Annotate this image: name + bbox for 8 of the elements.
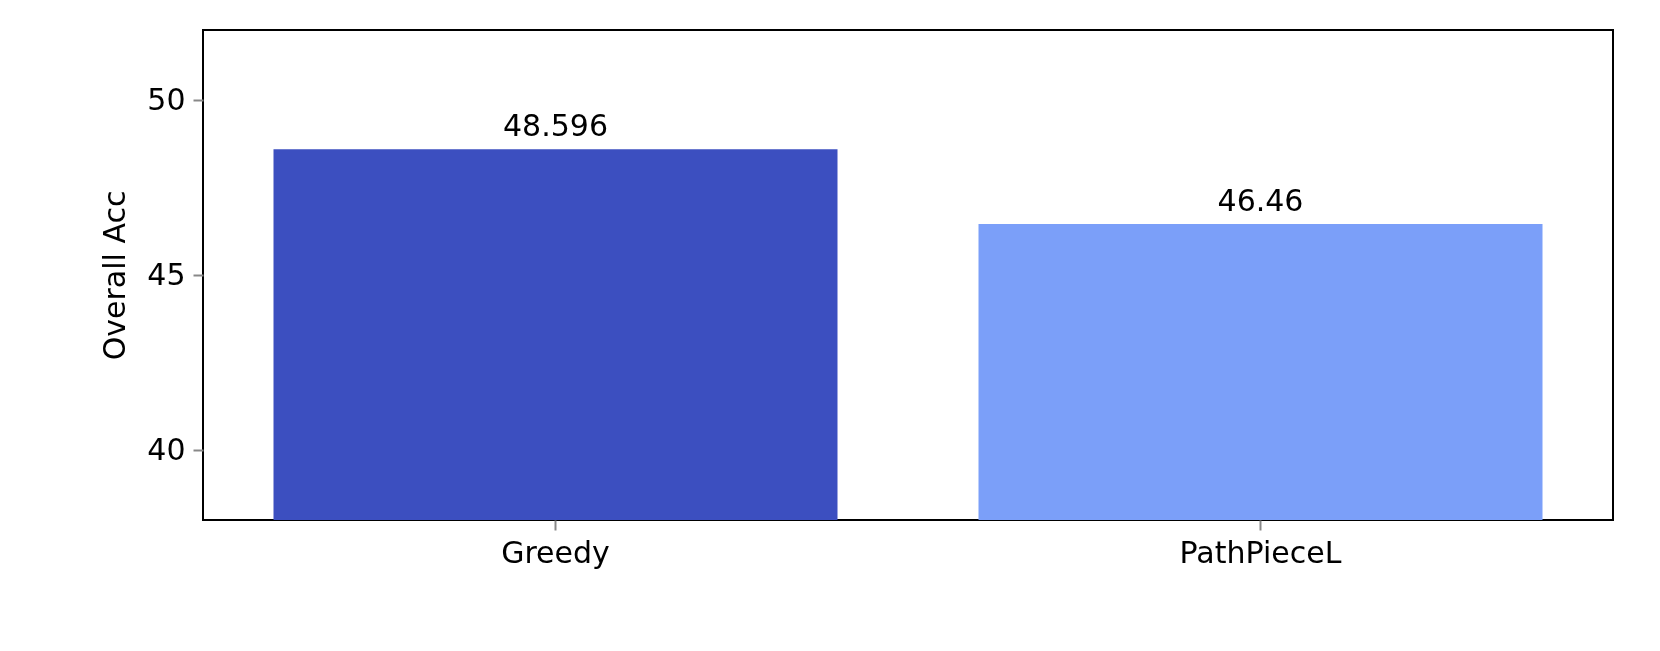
x-tick-label: Greedy — [501, 534, 610, 570]
data-label: 46.46 — [1217, 182, 1304, 218]
y-tick-label: 40 — [147, 431, 186, 467]
y-tick-label: 50 — [147, 81, 186, 117]
x-tick-label: PathPieceL — [1179, 534, 1342, 570]
y-tick-label: 45 — [147, 256, 186, 292]
data-label: 48.596 — [503, 108, 608, 144]
y-axis-title: Overall Acc — [97, 190, 133, 361]
